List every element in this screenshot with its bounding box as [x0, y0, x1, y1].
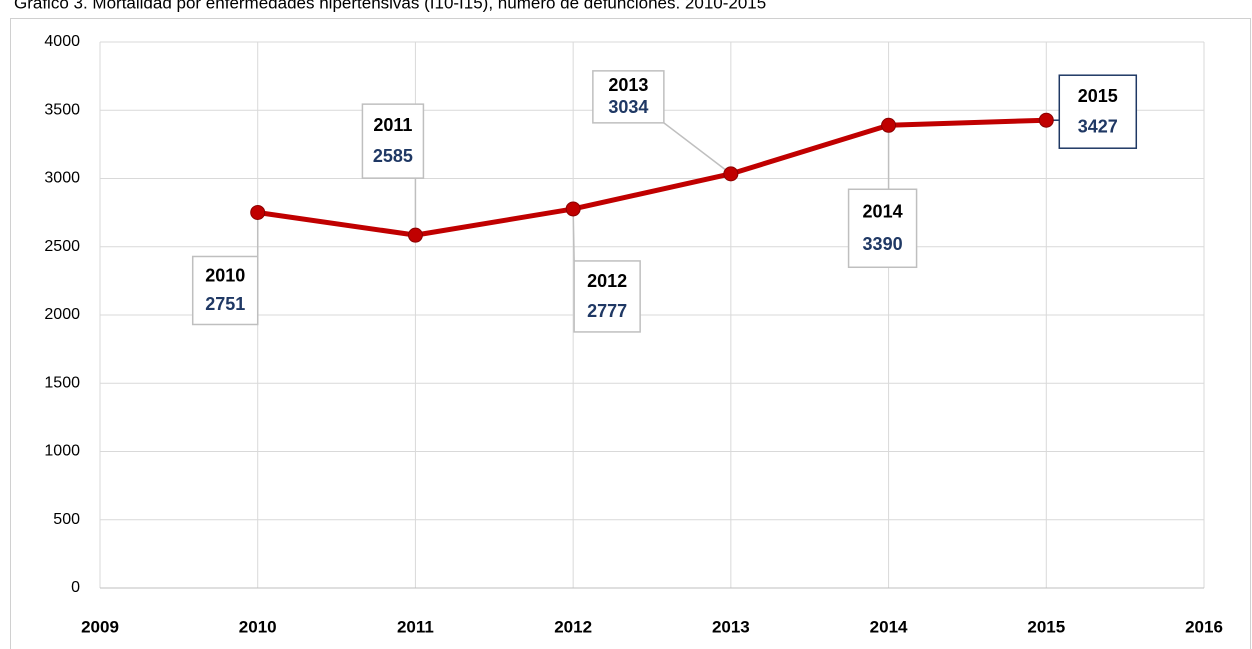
y-tick-label: 1500 — [44, 374, 80, 391]
leader-line — [572, 208, 575, 261]
data-label: 3390 — [863, 234, 903, 254]
data-label: 2751 — [205, 294, 245, 314]
y-tick-label: 4000 — [44, 33, 80, 50]
label-box — [592, 70, 665, 124]
label-year: 2012 — [587, 271, 627, 291]
y-tick-label: 2000 — [44, 306, 80, 323]
x-tick-label: 2011 — [397, 617, 434, 636]
data-point — [407, 227, 423, 243]
x-tick-label: 2015 — [1027, 617, 1065, 636]
chart-title: Gráfico 3. Mortalidad por enfermedades h… — [14, 0, 766, 12]
label-box — [361, 103, 425, 179]
label-box — [847, 188, 918, 269]
data-label: 2585 — [373, 146, 413, 166]
x-tick-label: 2010 — [239, 617, 277, 636]
leader-line — [663, 122, 732, 175]
chart-frame — [10, 18, 1251, 649]
data-point — [881, 117, 897, 133]
label-box — [1058, 74, 1138, 149]
label-box — [573, 260, 641, 333]
data-point — [565, 201, 581, 217]
x-tick-label: 2014 — [870, 617, 908, 636]
x-tick-label: 2013 — [712, 617, 750, 636]
x-tick-label: 2012 — [554, 617, 592, 636]
data-point — [723, 166, 739, 182]
label-year: 2013 — [608, 75, 648, 95]
y-tick-label: 3000 — [44, 170, 80, 187]
label-year: 2014 — [863, 201, 903, 221]
y-tick-label: 3500 — [44, 101, 80, 118]
y-tick-label: 500 — [53, 511, 80, 528]
data-label: 3034 — [608, 97, 648, 117]
y-tick-label: 0 — [71, 579, 80, 596]
y-tick-label: 2500 — [44, 238, 80, 255]
data-label: 3427 — [1078, 117, 1118, 137]
x-tick-label: 2009 — [81, 617, 119, 636]
y-tick-label: 1000 — [44, 443, 80, 460]
label-year: 2010 — [205, 266, 245, 286]
data-label: 2777 — [587, 301, 627, 321]
label-year: 2011 — [373, 115, 412, 135]
x-tick-label: 2016 — [1185, 617, 1223, 636]
data-line — [257, 117, 1047, 238]
data-point — [250, 204, 266, 220]
label-year: 2015 — [1078, 86, 1118, 106]
data-point — [1038, 112, 1054, 128]
label-box — [191, 255, 259, 326]
